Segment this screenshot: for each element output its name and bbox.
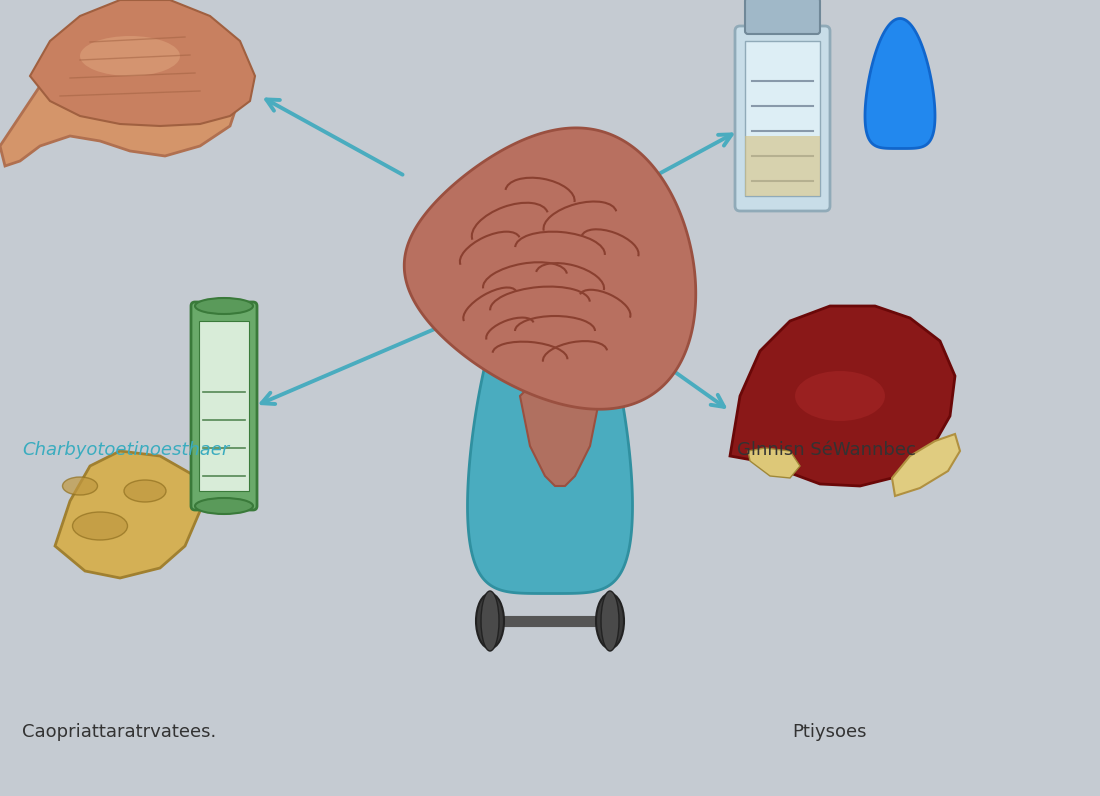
Ellipse shape — [476, 594, 504, 649]
Polygon shape — [748, 448, 800, 478]
Polygon shape — [730, 306, 955, 486]
Ellipse shape — [596, 594, 624, 649]
Text: Charbyotoetinoesthaer: Charbyotoetinoesthaer — [22, 441, 229, 458]
Polygon shape — [0, 28, 240, 166]
Polygon shape — [404, 128, 696, 409]
Polygon shape — [520, 381, 600, 486]
FancyBboxPatch shape — [745, 0, 820, 34]
Text: Caopriattaratrvatees.: Caopriattaratrvatees. — [22, 724, 217, 741]
Ellipse shape — [124, 480, 166, 502]
Polygon shape — [30, 0, 255, 126]
Ellipse shape — [601, 591, 619, 651]
Bar — [199, 321, 249, 491]
Ellipse shape — [795, 371, 886, 421]
Bar — [745, 136, 820, 196]
Polygon shape — [468, 244, 632, 594]
Ellipse shape — [195, 498, 253, 514]
FancyBboxPatch shape — [191, 302, 257, 510]
Ellipse shape — [481, 591, 499, 651]
Ellipse shape — [63, 477, 98, 495]
Ellipse shape — [80, 36, 180, 76]
Bar — [745, 41, 820, 196]
FancyBboxPatch shape — [735, 26, 830, 211]
Ellipse shape — [73, 512, 128, 540]
Text: Glnnisn SéWannbec: Glnnisn SéWannbec — [737, 441, 916, 458]
Polygon shape — [892, 434, 960, 496]
Text: Ptiysoes: Ptiysoes — [792, 724, 867, 741]
Ellipse shape — [195, 298, 253, 314]
Polygon shape — [865, 18, 935, 149]
Polygon shape — [55, 451, 200, 578]
